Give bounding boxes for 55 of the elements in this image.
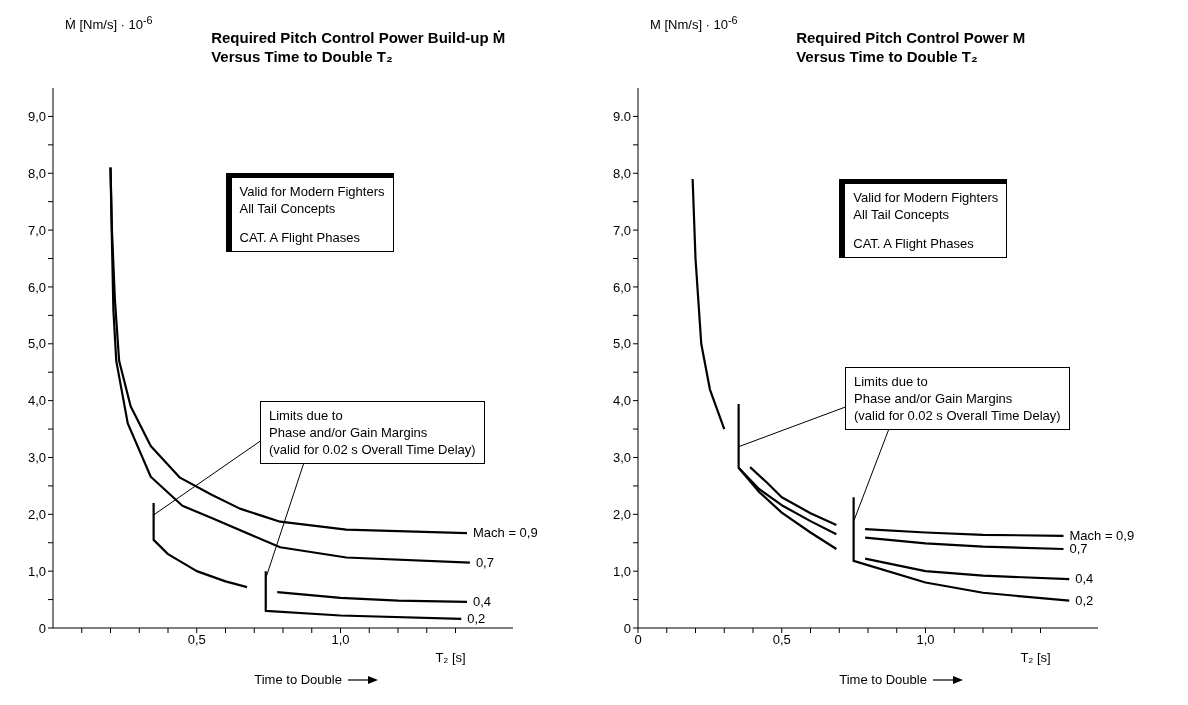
annotation: Limits due to	[269, 406, 344, 424]
series-label: Mach = 0,9	[473, 525, 538, 541]
series-label: 0,4	[1075, 571, 1094, 587]
series-label: 0,2	[467, 610, 486, 626]
y-tick-label: 1,0	[27, 563, 46, 579]
y-tick-label: 4,0	[27, 393, 46, 409]
series-label: 0,7	[1069, 540, 1088, 556]
text: T₂ [s]	[1020, 650, 1051, 665]
y-tick-label: 3,0	[612, 450, 631, 466]
x-tick-label: 0	[634, 632, 642, 648]
x-tick-label: 1,0	[331, 632, 350, 648]
y-tick-label: 9.0	[612, 109, 631, 125]
annotation: CAT. A Flight Phases	[853, 234, 975, 252]
series-label: 0,7	[475, 554, 494, 570]
x-tick-label: 0,5	[772, 632, 791, 648]
annotation: All Tail Concepts	[853, 205, 951, 223]
y-tick-label: 5,0	[27, 336, 46, 352]
chart-title: Required Pitch Control Power Build-up Ṁ	[211, 28, 506, 47]
y-axis-title: Ṁ [Nm/s] · 10$^{-6}$	[65, 14, 153, 33]
series-label: 0,2	[1075, 592, 1094, 608]
y-axis-title: M [Nm/s] · 10$^{-6}$	[650, 14, 738, 33]
x-tick-label: 0,5	[187, 632, 206, 648]
y-tick-label: 2,0	[27, 506, 46, 522]
y-tick-label: 0	[623, 620, 631, 636]
y-tick-label: 0	[38, 620, 46, 636]
chart-subtitle: Versus Time to Double T₂	[211, 47, 394, 66]
x-axis-title: Time to Double	[839, 672, 927, 687]
text: T₂ [s]	[435, 650, 466, 665]
annotation: Phase and/or Gain Margins	[269, 423, 429, 441]
y-tick-label: 6,0	[27, 279, 46, 295]
series-label: 0,4	[473, 593, 492, 609]
y-tick-label: 4,0	[612, 393, 631, 409]
annotation: Limits due to	[854, 372, 929, 390]
annotation: (valid for 0.02 s Overall Time Delay)	[854, 406, 1061, 424]
y-tick-label: 7,0	[27, 222, 46, 238]
annotation: CAT. A Flight Phases	[239, 229, 361, 247]
y-tick-label: 3,0	[27, 450, 46, 466]
y-tick-label: 1,0	[612, 563, 631, 579]
annotation: Valid for Modern Fighters	[853, 188, 999, 206]
annotation: All Tail Concepts	[239, 200, 337, 218]
annotation: (valid for 0.02 s Overall Time Delay)	[269, 440, 476, 458]
y-tick-label: 9,0	[27, 109, 46, 125]
x-axis-title: Time to Double	[254, 672, 342, 687]
x-tick-label: 1,0	[916, 632, 935, 648]
annotation: Valid for Modern Fighters	[239, 183, 385, 201]
chart-title: Required Pitch Control Power M	[796, 28, 1026, 47]
y-tick-label: 6,0	[612, 279, 631, 295]
series-label: Mach = 0,9	[1069, 527, 1135, 543]
y-tick-label: 8,0	[612, 165, 631, 181]
y-tick-label: 2,0	[612, 506, 631, 522]
y-tick-label: 8,0	[27, 165, 46, 181]
annotation: Phase and/or Gain Margins	[854, 389, 1014, 407]
y-tick-label: 7,0	[612, 222, 631, 238]
chart-subtitle: Versus Time to Double T₂	[796, 47, 979, 66]
y-tick-label: 5,0	[612, 336, 631, 352]
